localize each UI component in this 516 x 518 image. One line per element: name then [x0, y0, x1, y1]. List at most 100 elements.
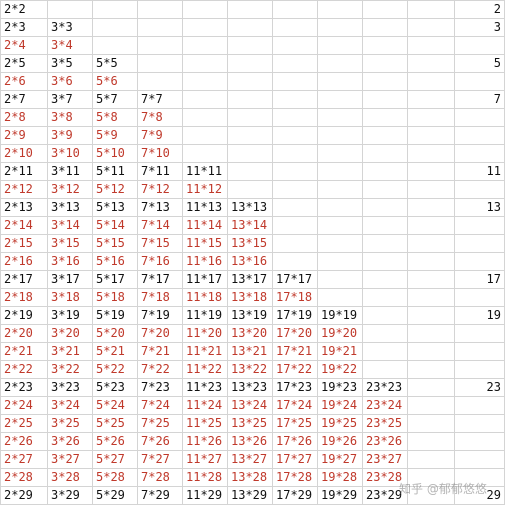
- grid-cell[interactable]: 17*29: [272, 486, 318, 505]
- grid-cell[interactable]: 3*13: [47, 198, 93, 217]
- grid-cell[interactable]: 2*19: [0, 306, 48, 325]
- grid-cell[interactable]: [407, 432, 455, 451]
- grid-cell[interactable]: 7*26: [137, 432, 183, 451]
- grid-cell[interactable]: 5*9: [92, 126, 138, 145]
- grid-cell[interactable]: [362, 90, 408, 109]
- grid-cell[interactable]: [317, 0, 363, 19]
- grid-cell[interactable]: 2*2: [0, 0, 48, 19]
- prime-cell[interactable]: [454, 396, 505, 415]
- grid-cell[interactable]: 3*18: [47, 288, 93, 307]
- grid-cell[interactable]: 7*22: [137, 360, 183, 379]
- grid-cell[interactable]: [227, 0, 273, 19]
- grid-cell[interactable]: [362, 216, 408, 235]
- grid-cell[interactable]: 5*24: [92, 396, 138, 415]
- grid-cell[interactable]: [182, 108, 228, 127]
- grid-cell[interactable]: 2*24: [0, 396, 48, 415]
- grid-cell[interactable]: 23*29: [362, 486, 408, 505]
- grid-cell[interactable]: 13*18: [227, 288, 273, 307]
- spreadsheet-grid[interactable]: 2*2 2 2*3 3*3 3 2*4 3*4 2*5 3*5 5*5 5 2*6 3*6 5*6 2*7 3…: [0, 0, 505, 505]
- grid-cell[interactable]: 11*19: [182, 306, 228, 325]
- grid-cell[interactable]: 7*7: [137, 90, 183, 109]
- grid-cell[interactable]: 2*10: [0, 144, 48, 163]
- grid-cell[interactable]: 11*14: [182, 216, 228, 235]
- grid-cell[interactable]: 19*20: [317, 324, 363, 343]
- grid-cell[interactable]: 23*23: [362, 378, 408, 397]
- grid-cell[interactable]: [407, 396, 455, 415]
- grid-cell[interactable]: [362, 180, 408, 199]
- grid-cell[interactable]: 3*28: [47, 468, 93, 487]
- grid-cell[interactable]: [317, 234, 363, 253]
- grid-cell[interactable]: [362, 0, 408, 19]
- grid-cell[interactable]: 7*13: [137, 198, 183, 217]
- grid-cell[interactable]: [272, 144, 318, 163]
- grid-cell[interactable]: 17*18: [272, 288, 318, 307]
- grid-cell[interactable]: 2*4: [0, 36, 48, 55]
- grid-cell[interactable]: [362, 360, 408, 379]
- grid-cell[interactable]: 3*5: [47, 54, 93, 73]
- prime-cell[interactable]: [454, 108, 505, 127]
- grid-cell[interactable]: [227, 108, 273, 127]
- grid-cell[interactable]: [227, 36, 273, 55]
- grid-cell[interactable]: [407, 144, 455, 163]
- grid-cell[interactable]: [362, 72, 408, 91]
- grid-cell[interactable]: 2*16: [0, 252, 48, 271]
- grid-cell[interactable]: 5*19: [92, 306, 138, 325]
- grid-cell[interactable]: 13*23: [227, 378, 273, 397]
- grid-cell[interactable]: 2*8: [0, 108, 48, 127]
- grid-cell[interactable]: 11*29: [182, 486, 228, 505]
- grid-cell[interactable]: 17*17: [272, 270, 318, 289]
- grid-cell[interactable]: 17*22: [272, 360, 318, 379]
- grid-cell[interactable]: 11*11: [182, 162, 228, 181]
- prime-cell[interactable]: [454, 180, 505, 199]
- grid-cell[interactable]: 2*14: [0, 216, 48, 235]
- prime-cell[interactable]: [454, 234, 505, 253]
- grid-cell[interactable]: [92, 18, 138, 37]
- grid-cell[interactable]: 23*25: [362, 414, 408, 433]
- grid-cell[interactable]: 7*12: [137, 180, 183, 199]
- grid-cell[interactable]: 5*11: [92, 162, 138, 181]
- grid-cell[interactable]: 2*22: [0, 360, 48, 379]
- grid-cell[interactable]: [407, 360, 455, 379]
- grid-cell[interactable]: [317, 108, 363, 127]
- grid-cell[interactable]: 3*25: [47, 414, 93, 433]
- grid-cell[interactable]: 19*29: [317, 486, 363, 505]
- grid-cell[interactable]: [227, 90, 273, 109]
- prime-cell[interactable]: 19: [454, 306, 505, 325]
- grid-cell[interactable]: [272, 162, 318, 181]
- grid-cell[interactable]: [317, 18, 363, 37]
- grid-cell[interactable]: 7*24: [137, 396, 183, 415]
- grid-cell[interactable]: 3*27: [47, 450, 93, 469]
- grid-cell[interactable]: 19*27: [317, 450, 363, 469]
- grid-cell[interactable]: 3*8: [47, 108, 93, 127]
- grid-cell[interactable]: [182, 18, 228, 37]
- grid-cell[interactable]: [227, 72, 273, 91]
- grid-cell[interactable]: 2*12: [0, 180, 48, 199]
- grid-cell[interactable]: 13*19: [227, 306, 273, 325]
- grid-cell[interactable]: [317, 216, 363, 235]
- grid-cell[interactable]: [407, 198, 455, 217]
- grid-cell[interactable]: 7*9: [137, 126, 183, 145]
- grid-cell[interactable]: 3*29: [47, 486, 93, 505]
- grid-cell[interactable]: 2*20: [0, 324, 48, 343]
- grid-cell[interactable]: [272, 234, 318, 253]
- prime-cell[interactable]: [454, 126, 505, 145]
- grid-cell[interactable]: 3*16: [47, 252, 93, 271]
- grid-cell[interactable]: 5*25: [92, 414, 138, 433]
- grid-cell[interactable]: 11*22: [182, 360, 228, 379]
- grid-cell[interactable]: [272, 0, 318, 19]
- grid-cell[interactable]: [407, 252, 455, 271]
- grid-cell[interactable]: [137, 0, 183, 19]
- grid-cell[interactable]: [362, 234, 408, 253]
- grid-cell[interactable]: [182, 126, 228, 145]
- grid-cell[interactable]: [272, 180, 318, 199]
- grid-cell[interactable]: 11*27: [182, 450, 228, 469]
- grid-cell[interactable]: [272, 72, 318, 91]
- grid-cell[interactable]: 3*24: [47, 396, 93, 415]
- grid-cell[interactable]: 13*21: [227, 342, 273, 361]
- grid-cell[interactable]: [407, 90, 455, 109]
- grid-cell[interactable]: [407, 234, 455, 253]
- grid-cell[interactable]: [362, 324, 408, 343]
- prime-cell[interactable]: 2: [454, 0, 505, 19]
- grid-cell[interactable]: 3*21: [47, 342, 93, 361]
- grid-cell[interactable]: [317, 198, 363, 217]
